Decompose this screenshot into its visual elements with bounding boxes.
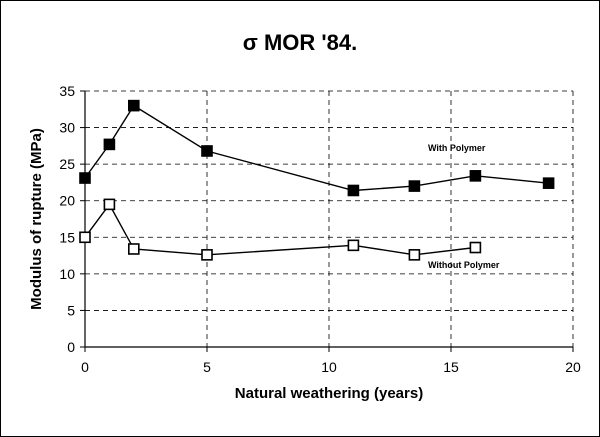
data-point-without-polymer [79,231,91,244]
y-tick-label: 35 [59,83,75,99]
y-axis-label: Modulus of rupture (MPa) [28,128,45,310]
data-point-without-polymer [103,198,116,211]
y-tick-label: 10 [59,266,75,282]
data-point-without-polymer [469,241,482,254]
data-point-with-polymer [79,172,91,184]
y-tick-label: 25 [59,156,75,172]
series-line-with-polymer [84,104,549,192]
data-point-with-polymer [347,184,360,197]
x-axis-label: Natural weathering (years) [235,385,423,402]
x-tick-label: 15 [443,359,459,375]
series-line-without-polymer [84,203,476,256]
x-tick-label: 10 [321,359,337,375]
x-tick-label: 5 [203,359,211,375]
x-tick-labels: 0 5 10 15 20 [81,359,581,375]
data-point-without-polymer [128,243,140,255]
series-markers [79,99,555,261]
y-tick-label: 5 [67,302,75,318]
gridlines [85,90,574,347]
data-point-with-polymer [128,99,140,112]
data-point-without-polymer [347,239,360,252]
chart-title: σ MOR '84. [243,30,357,55]
y-tick-label: 20 [59,193,75,209]
data-point-with-polymer [542,177,555,189]
data-point-without-polymer [201,249,213,261]
y-tick-label: 0 [67,339,75,355]
series-label-without-polymer: Without Polymer [428,260,500,270]
series-label-with-polymer: With Polymer [428,143,486,153]
plot-axes [80,90,574,352]
data-point-with-polymer [103,138,116,151]
data-point-with-polymer [408,180,421,192]
y-tick-label: 30 [59,120,75,136]
data-point-with-polymer [469,170,482,182]
data-point-without-polymer [408,249,421,261]
y-tick-label: 15 [59,229,75,245]
y-tick-labels: 0 5 10 15 20 25 30 35 [59,83,75,355]
data-point-with-polymer [201,145,213,157]
x-tick-label: 20 [565,359,581,375]
x-tick-label: 0 [81,359,89,375]
